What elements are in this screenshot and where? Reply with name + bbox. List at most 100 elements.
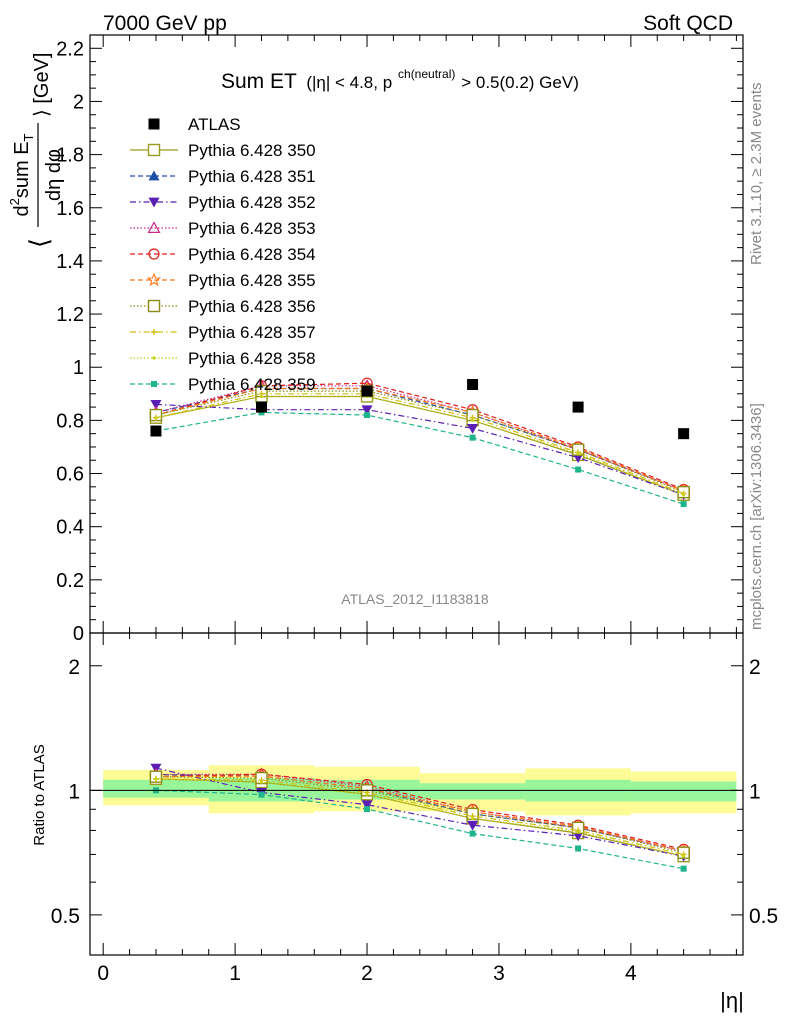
x-tick-label: 3 [493,962,505,985]
main-y-tick-label: 1 [73,357,84,379]
x-tick-label: 4 [625,962,637,985]
ratio-line [155,767,684,857]
legend-label: Pythia 6.428 359 [188,375,316,394]
legend-marker [151,329,157,335]
legend-marker [148,170,160,181]
ratio-point [154,777,158,781]
ratio-point [682,854,686,858]
main-y-label: ⟨ d2sum ET dη dφ ⟩ [GeV] [7,53,65,249]
header-right-label: Soft QCD [643,12,733,35]
ratio-line [155,775,684,852]
main-y-tick-label: 1.8 [56,145,84,167]
series-6 [148,380,691,498]
y-label-num-sub: T [21,133,36,141]
legend: ATLAS Pythia 6.428 350 Pythia 6.428 351 Pyt… [130,115,316,394]
ratio-line [155,778,684,857]
legend-marker [152,356,156,360]
x-ticks: 0 1 2 3 4 [97,633,737,985]
legend-label: Pythia 6.428 353 [188,219,316,238]
series-2 [150,382,690,496]
y-label-bracket-open: ⟨ [24,238,54,248]
ratio-y-ticks: 0.5 0.5 1 1 2 2 [51,656,778,956]
series-point [575,466,582,473]
legend-label: Pythia 6.428 354 [188,245,316,264]
ratio-point [467,820,479,831]
ratio-y-tick-label: 0.5 [51,905,80,928]
y-label-num-rest: sum E [11,141,33,198]
legend-label: Pythia 6.428 356 [188,297,316,316]
ratio-frame [89,632,744,956]
y-label-numerator: d2sum ET [7,133,36,216]
atlas-data-point [255,401,267,413]
x-axis-label: |η| [720,988,744,1013]
legend-marker [147,299,161,313]
atlas-data-point [572,401,584,413]
ratio-y-tick-label: 1 [68,780,80,803]
main-y-tick-label: 0.6 [56,464,84,486]
title-main: Sum ET [221,70,297,93]
legend-label: Pythia 6.428 358 [188,349,316,368]
main-y-tick-label: 0.2 [56,570,84,592]
series-5 [150,377,690,496]
series-line [155,382,684,491]
series-line [155,411,684,505]
series-point [467,423,479,434]
x-tick-label: 0 [97,962,109,985]
title-sub-2: > 0.5(0.2) GeV) [461,73,579,92]
ratio-line [155,778,684,855]
series-point [154,416,158,420]
series-point [469,434,476,441]
ratio-point [470,816,475,820]
series-8 [152,390,687,497]
legend-marker [151,381,157,387]
mcplots-label: mcplots.cern.ch [arXiv:1306.3436] [748,403,765,630]
main-panel: 0 0.2 0.4 0.6 0.8 1 1.2 1.4 1.6 1.8 2 2.2 Sum ET (|… [7,34,744,645]
ratio-point [365,792,369,796]
title-sup: ch(neutral) [398,67,455,81]
series-line [155,387,684,492]
legend-label: Pythia 6.428 357 [188,323,316,342]
ratio-point [258,791,265,798]
ratio-series-9 [154,777,686,858]
legend-label: Pythia 6.428 352 [188,193,316,212]
legend-label: Pythia 6.428 355 [188,271,316,290]
series-line [155,387,684,492]
main-series-group [148,377,691,508]
ratio-panel: 0.5 0.5 1 1 2 2 0 1 2 3 4 Ratio to ATLAS |η| [31,632,778,1013]
main-y-tick-label: 0.8 [56,410,84,432]
ratio-series-group [148,763,691,872]
y-label-num-d: d [11,205,33,216]
legend-label: Pythia 6.428 350 [188,141,316,160]
ratio-y-tick-label-right: 1 [749,780,761,803]
ratio-band-inner [630,781,737,802]
series-point [361,405,373,416]
ratio-line [155,776,684,854]
legend-label: ATLAS [188,115,241,134]
main-y-tick-label: 1.6 [56,198,84,220]
series-point [680,501,687,508]
ratio-point [680,865,687,872]
main-y-tick-label: 0.4 [56,517,84,539]
atlas-data-point [361,385,373,397]
ratio-point [364,806,371,813]
ratio-point [576,830,580,834]
series-3 [150,400,690,501]
series-point [682,493,686,497]
ratio-line [155,773,684,852]
atlas-data-point [678,428,690,440]
ratio-point [469,830,476,837]
series-9 [154,394,686,497]
x-tick-label: 2 [361,962,373,985]
legend-marker [147,221,161,233]
legend-marker [146,272,162,287]
atlas-data-point [150,425,162,437]
main-y-tick-label: 1.4 [56,251,84,273]
series-line [155,403,684,496]
series-point [259,394,264,399]
series-point [364,412,371,419]
header-left-label: 7000 GeV pp [103,12,227,35]
series-point [470,418,475,422]
legend-atlas-marker [148,118,160,130]
ratio-y-label: Ratio to ATLAS [31,744,48,845]
